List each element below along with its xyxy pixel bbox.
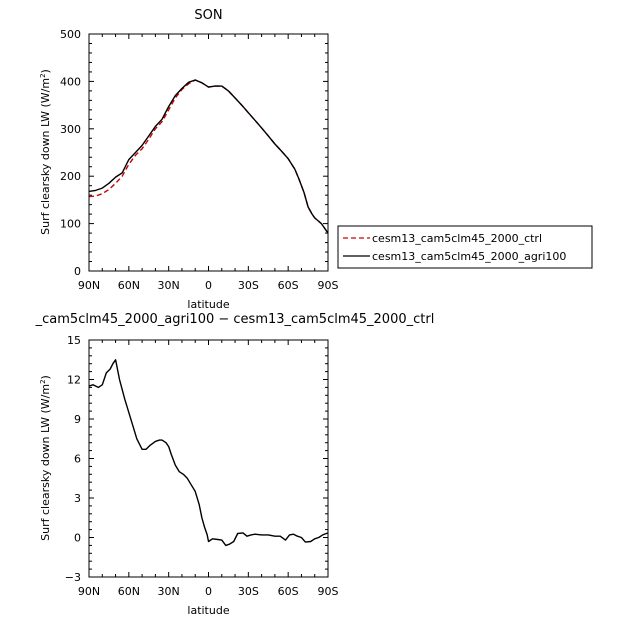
top-y-tick-label: 400 <box>60 75 81 88</box>
top-x-tick-label: 30S <box>238 279 259 292</box>
bottom-y-tick-label: 9 <box>74 413 81 426</box>
top-series-line-1 <box>88 79 329 234</box>
top-x-tick-label: 0 <box>205 279 212 292</box>
bottom-panel: _cam5clm45_2000_agri100 − cesm13_cam5clm… <box>35 312 435 617</box>
bottom-plot-frame <box>88 339 329 578</box>
top-axis-ticks: 90N 60N 30N 0 30S 60S 90S 0 100 200 300 400 500 <box>60 28 339 292</box>
bottom-y-tick-label: 15 <box>67 334 81 347</box>
legend-label-ctrl: cesm13_cam5clm45_2000_ctrl <box>372 232 542 245</box>
top-x-tick-label: 30N <box>158 279 180 292</box>
top-panel: SON Surf clearsky down LW (W/m2) latitud… <box>39 8 339 311</box>
top-plot-frame <box>88 33 329 272</box>
top-chart-title: SON <box>194 8 222 23</box>
top-y-tick-label: 500 <box>60 28 81 41</box>
bottom-y-tick-label: 0 <box>74 532 81 545</box>
top-y-tick-label: 300 <box>60 123 81 136</box>
bottom-y-tick-label: 6 <box>74 453 81 466</box>
top-series-line-0 <box>88 79 329 234</box>
bottom-series-lines <box>88 359 329 547</box>
top-x-tick-label: 60S <box>278 279 299 292</box>
top-y-tick-label: 200 <box>60 170 81 183</box>
top-y-tick-label: 0 <box>74 265 81 278</box>
top-x-tick-label: 90S <box>318 279 339 292</box>
bottom-y-tick-label: 12 <box>67 374 81 387</box>
top-x-tick-label: 60N <box>118 279 140 292</box>
bottom-y-axis-label: Surf clearsky down LW (W/m2) <box>39 375 52 541</box>
bottom-x-tick-label: 90N <box>78 585 100 598</box>
bottom-x-tick-label: 0 <box>205 585 212 598</box>
bottom-axis-ticks: 90N 60N 30N 0 30S 60S 90S −3 0 3 6 9 12 15 <box>65 334 339 598</box>
bottom-series-line-0 <box>88 359 329 547</box>
top-x-tick-label: 90N <box>78 279 100 292</box>
top-y-tick-label: 100 <box>60 218 81 231</box>
legend: cesm13_cam5clm45_2000_ctrl cesm13_cam5cl… <box>337 225 593 269</box>
top-x-axis-label: latitude <box>187 298 229 311</box>
bottom-x-tick-label: 60S <box>278 585 299 598</box>
legend-label-agri100: cesm13_cam5clm45_2000_agri100 <box>372 250 566 263</box>
bottom-y-tick-label: 3 <box>74 492 81 505</box>
top-y-axis-label: Surf clearsky down LW (W/m2) <box>39 69 52 235</box>
bottom-x-tick-label: 60N <box>118 585 140 598</box>
bottom-x-tick-label: 30S <box>238 585 259 598</box>
legend-box <box>337 225 593 269</box>
bottom-y-tick-label: −3 <box>65 571 81 584</box>
bottom-x-axis-label: latitude <box>187 604 229 617</box>
bottom-x-tick-label: 90S <box>318 585 339 598</box>
bottom-chart-title: _cam5clm45_2000_agri100 − cesm13_cam5clm… <box>35 312 435 327</box>
bottom-x-tick-label: 30N <box>158 585 180 598</box>
top-series-lines <box>88 79 329 234</box>
